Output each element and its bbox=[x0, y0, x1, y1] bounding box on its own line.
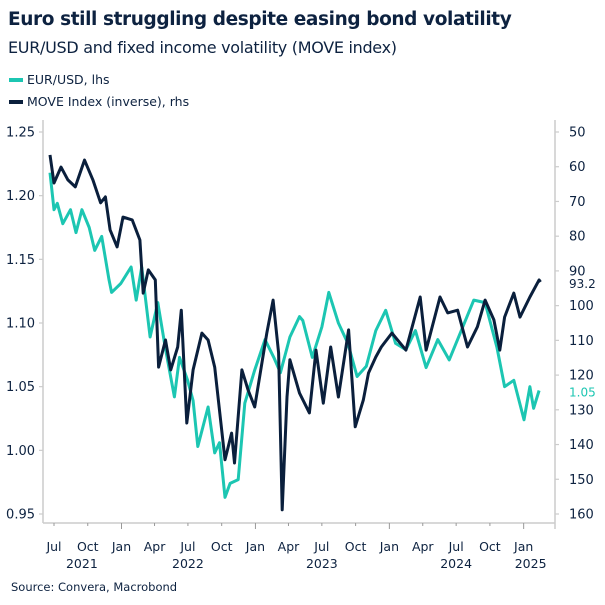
x-axis-tick-label: Jul bbox=[45, 539, 61, 554]
legend-label-move: MOVE Index (inverse), rhs bbox=[27, 94, 190, 109]
right-axis-tick-label: 140 bbox=[569, 438, 594, 453]
x-axis-year-label: 2025 bbox=[515, 556, 547, 571]
x-axis-tick-label: Apr bbox=[144, 539, 166, 554]
left-axis-tick-label: 0.95 bbox=[6, 508, 35, 523]
legend-label-eurusd: EUR/USD, lhs bbox=[27, 72, 110, 87]
legend-swatch-eurusd bbox=[9, 77, 23, 82]
x-axis-tick-label: Jan bbox=[245, 539, 265, 554]
right-axis-tick-label: 110 bbox=[569, 334, 594, 349]
x-axis-year-label: 2024 bbox=[440, 556, 472, 571]
legend-item-eurusd: EUR/USD, lhs bbox=[9, 72, 110, 87]
x-axis-tick-label: Oct bbox=[77, 539, 99, 554]
left-axis-tick-label: 1.00 bbox=[6, 444, 35, 459]
right-axis-tick-label: 130 bbox=[569, 403, 594, 418]
x-axis-tick-label: Apr bbox=[412, 539, 434, 554]
eurusd-end-value-label: 1.05 bbox=[569, 385, 596, 399]
legend-item-move: MOVE Index (inverse), rhs bbox=[9, 94, 189, 109]
x-axis-tick-label: Jan bbox=[111, 539, 131, 554]
x-axis-tick-label: Jul bbox=[448, 539, 464, 554]
x-axis-year-label: 2022 bbox=[172, 556, 204, 571]
move-end-value-label: 93.2 bbox=[569, 277, 596, 291]
right-axis-tick-label: 70 bbox=[569, 195, 586, 210]
eurusd-end-value-label-bg bbox=[563, 384, 603, 400]
x-axis-tick-label: Oct bbox=[479, 539, 501, 554]
right-axis-tick-label: 80 bbox=[569, 230, 586, 245]
right-axis-tick-label: 60 bbox=[569, 160, 586, 175]
left-axis-tick-label: 1.10 bbox=[6, 317, 35, 332]
left-axis-tick-label: 1.05 bbox=[6, 380, 35, 395]
legend-swatch-move bbox=[9, 99, 23, 104]
right-axis-tick-label: 120 bbox=[569, 369, 594, 384]
x-axis-year-label: 2021 bbox=[66, 556, 98, 571]
left-axis-tick-label: 1.20 bbox=[6, 189, 35, 204]
left-axis-tick-label: 1.25 bbox=[6, 126, 35, 141]
x-axis-tick-label: Jul bbox=[313, 539, 329, 554]
right-axis-tick-label: 100 bbox=[569, 299, 594, 314]
x-axis-tick-label: Jan bbox=[513, 539, 533, 554]
move-end-value-label-bg bbox=[563, 276, 603, 292]
source-note: Source: Convera, Macrobond bbox=[11, 580, 178, 594]
x-axis-tick-label: Oct bbox=[345, 539, 367, 554]
x-axis-year-label: 2023 bbox=[306, 556, 338, 571]
eurusd-series-line bbox=[48, 172, 541, 499]
right-axis-tick-label: 160 bbox=[569, 508, 594, 523]
x-axis-tick-label: Apr bbox=[278, 539, 300, 554]
x-axis-tick-label: Oct bbox=[211, 539, 233, 554]
move-series-line bbox=[48, 154, 542, 512]
right-axis-tick-label: 90 bbox=[569, 264, 586, 279]
x-axis-tick-label: Jan bbox=[379, 539, 399, 554]
x-axis-tick-label: Jul bbox=[179, 539, 195, 554]
chart-title: Euro still struggling despite easing bon… bbox=[8, 9, 512, 30]
left-axis-tick-label: 1.15 bbox=[6, 253, 35, 268]
right-axis-tick-label: 50 bbox=[569, 126, 586, 141]
chart-subtitle: EUR/USD and fixed income volatility (MOV… bbox=[8, 38, 397, 57]
right-axis-tick-label: 150 bbox=[569, 473, 594, 488]
